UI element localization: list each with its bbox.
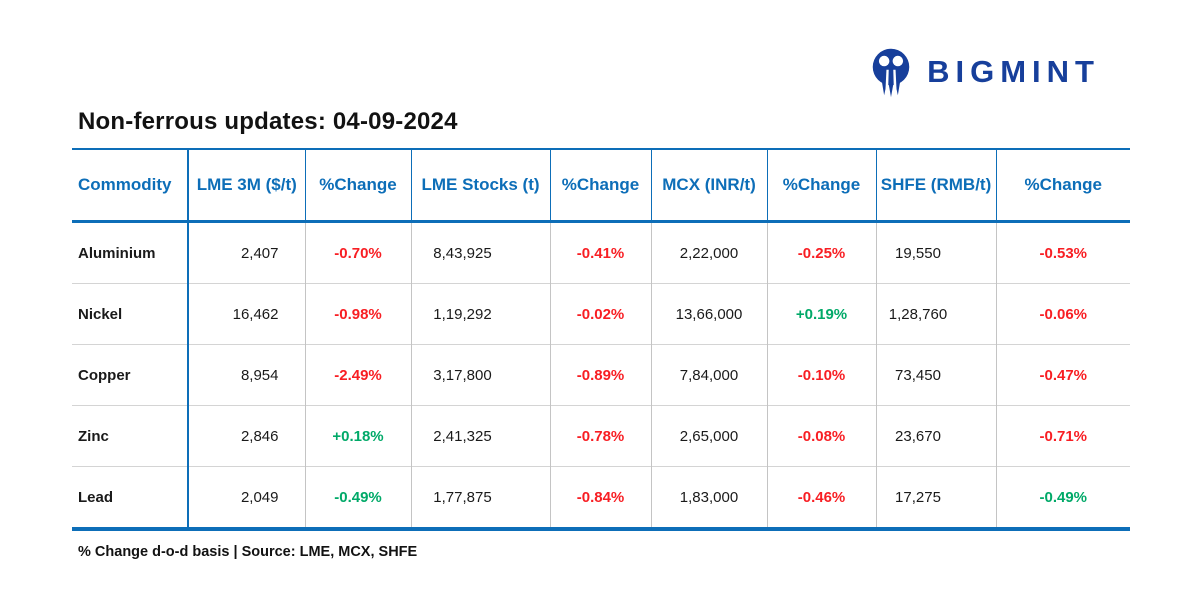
cell-commodity: Aluminium	[72, 221, 189, 284]
table-row-zinc: Zinc 2,846 +0.18% 2,41,325 -0.78% 2,65,0…	[72, 405, 1130, 467]
cell-mcx-change: -0.25%	[767, 221, 877, 284]
cell-commodity: Lead	[72, 466, 189, 529]
cell-mcx-change: +0.19%	[767, 283, 877, 345]
cell-shfe: 17,275	[876, 466, 997, 529]
cell-shfe-change: -0.47%	[996, 344, 1130, 406]
cell-lme-3m-change: -0.70%	[305, 221, 412, 284]
cell-shfe-change: -0.49%	[996, 466, 1130, 529]
cell-lme-3m-change: -2.49%	[305, 344, 412, 406]
header-lme-stocks-change: %Change	[550, 149, 652, 223]
cell-shfe: 73,450	[876, 344, 997, 406]
cell-lme-3m: 16,462	[188, 283, 306, 345]
header-lme-stocks: LME Stocks (t)	[411, 149, 551, 223]
cell-lme-3m-change: +0.18%	[305, 405, 412, 467]
header-lme-3m: LME 3M ($/t)	[188, 149, 306, 223]
page-title: Non-ferrous updates: 04-09-2024	[78, 108, 458, 135]
cell-mcx: 1,83,000	[651, 466, 768, 529]
cell-shfe: 1,28,760	[876, 283, 997, 345]
brand-wordmark: BIGMINT	[927, 54, 1100, 89]
commodities-table: Commodity LME 3M ($/t) %Change LME Stock…	[72, 148, 1130, 531]
cell-commodity: Nickel	[72, 283, 189, 345]
cell-lme-stocks: 1,77,875	[411, 466, 551, 529]
cell-mcx: 2,22,000	[651, 221, 768, 284]
header-commodity: Commodity	[72, 149, 189, 223]
cell-lme-3m-change: -0.49%	[305, 466, 412, 529]
table-row-copper: Copper 8,954 -2.49% 3,17,800 -0.89% 7,84…	[72, 344, 1130, 406]
cell-lme-stocks-change: -0.89%	[550, 344, 652, 406]
cell-commodity: Zinc	[72, 405, 189, 467]
cell-shfe-change: -0.53%	[1039, 244, 1088, 262]
cell-mcx-change: -0.08%	[767, 405, 877, 467]
cell-lme-stocks-change: -0.41%	[550, 221, 652, 284]
cell-lme-3m: 8,954	[188, 344, 306, 406]
cell-mcx: 2,65,000	[651, 405, 768, 467]
brand-logo: BIGMINT	[868, 46, 1100, 98]
header-mcx: MCX (INR/t)	[651, 149, 768, 223]
cell-lme-stocks: 8,43,925	[411, 221, 551, 284]
cell-lme-3m: 2,407	[188, 221, 306, 284]
cell-mcx-change: -0.10%	[767, 344, 877, 406]
cell-commodity: Copper	[72, 344, 189, 406]
cell-mcx-change: -0.46%	[767, 466, 877, 529]
header-shfe-change: %Change	[996, 149, 1130, 223]
bigmint-logo-icon	[868, 46, 914, 98]
footnote: % Change d-o-d basis | Source: LME, MCX,…	[78, 544, 418, 560]
cell-shfe-change: -0.06%	[996, 283, 1130, 345]
table-row-nickel: Nickel 16,462 -0.98% 1,19,292 -0.02% 13,…	[72, 283, 1130, 345]
cell-shfe: 19,550	[876, 221, 997, 284]
header-lme-3m-change: %Change	[305, 149, 412, 223]
cell-lme-stocks-change: -0.84%	[550, 466, 652, 529]
header-shfe: SHFE (RMB/t)	[876, 149, 997, 223]
cell-shfe: 23,670	[876, 405, 997, 467]
commodities-table-wrap: Commodity LME 3M ($/t) %Change LME Stock…	[72, 148, 1130, 560]
cell-lme-3m: 2,049	[188, 466, 306, 529]
cell-mcx: 13,66,000	[651, 283, 768, 345]
cell-lme-stocks-change: -0.02%	[550, 283, 652, 345]
cell-lme-stocks-change: -0.78%	[550, 405, 652, 467]
cell-lme-3m: 2,846	[188, 405, 306, 467]
cell-lme-stocks: 3,17,800	[411, 344, 551, 406]
header-mcx-change: %Change	[767, 149, 877, 223]
cell-shfe-change: -0.71%	[996, 405, 1130, 467]
table-row-aluminium: Aluminium 2,407 -0.70% 8,43,925 -0.41% 2…	[72, 221, 1130, 284]
cell-lme-stocks: 2,41,325	[411, 405, 551, 467]
cell-lme-stocks: 1,19,292	[411, 283, 551, 345]
table-header-row: Commodity LME 3M ($/t) %Change LME Stock…	[72, 149, 1130, 223]
cell-mcx: 7,84,000	[651, 344, 768, 406]
table-row-lead: Lead 2,049 -0.49% 1,77,875 -0.84% 1,83,0…	[72, 466, 1130, 529]
cell-lme-3m-change: -0.98%	[305, 283, 412, 345]
